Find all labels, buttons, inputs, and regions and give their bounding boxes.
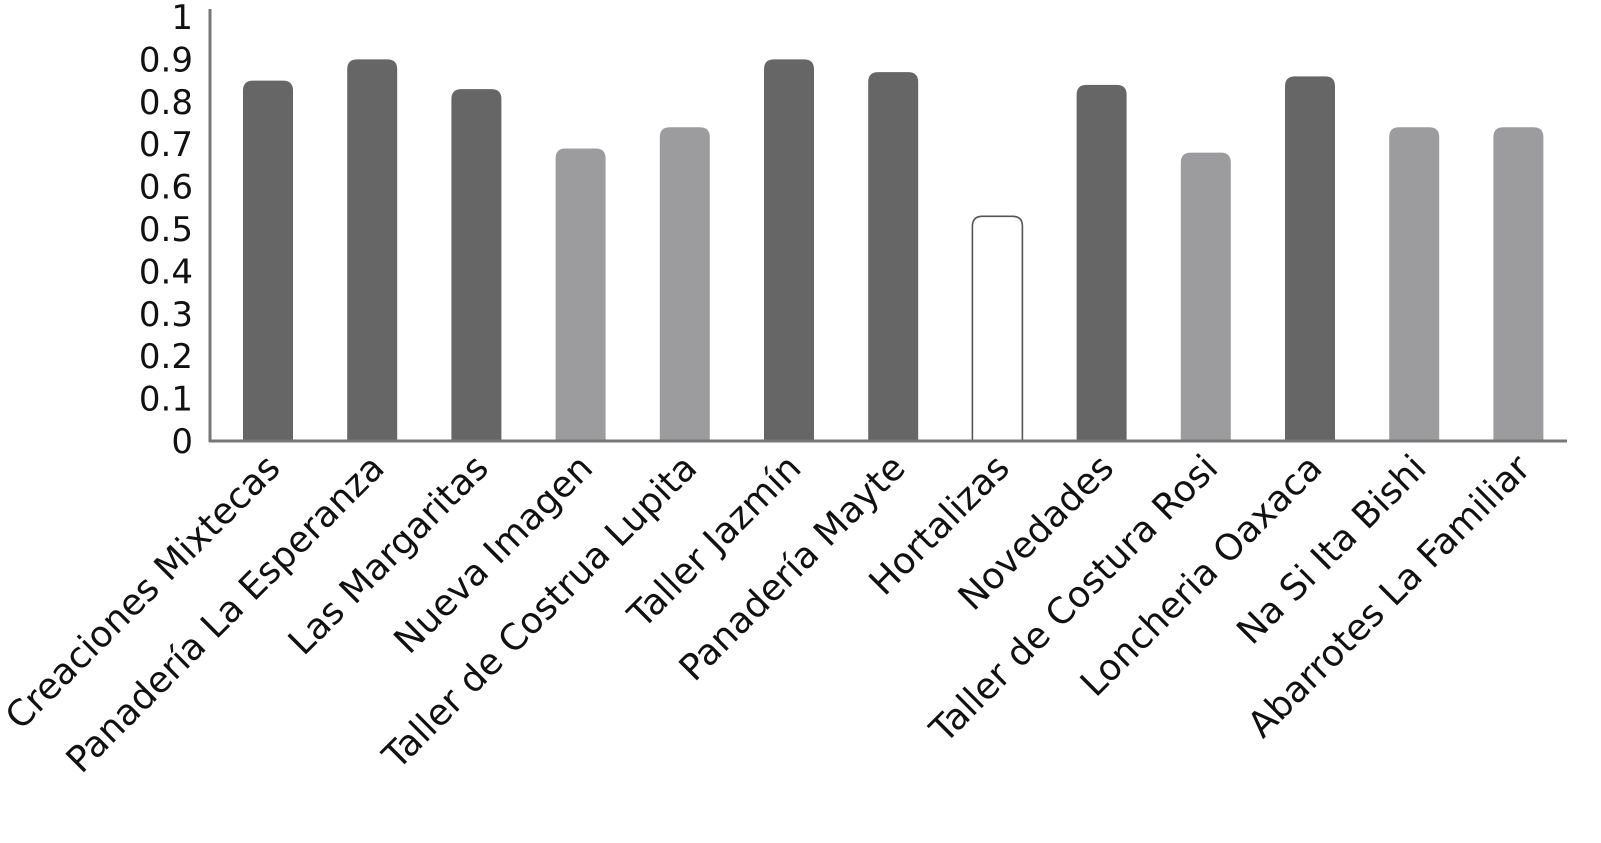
bar bbox=[1389, 127, 1440, 442]
bar bbox=[1076, 84, 1127, 441]
bar bbox=[347, 59, 398, 442]
bar bbox=[555, 148, 606, 441]
y-tick-label: 0.7 bbox=[139, 125, 193, 165]
y-tick-label: 1 bbox=[171, 0, 193, 38]
y-tick-label: 0.1 bbox=[139, 380, 193, 420]
bars bbox=[243, 59, 1544, 442]
bar bbox=[868, 72, 919, 442]
bar bbox=[1180, 152, 1231, 441]
bar bbox=[243, 80, 293, 441]
bar bbox=[659, 127, 710, 442]
y-tick-label: 0.6 bbox=[139, 168, 193, 208]
y-tick-label: 0.4 bbox=[139, 252, 193, 292]
bar bbox=[971, 215, 1024, 442]
y-tick-label: 0.2 bbox=[139, 337, 193, 377]
bar bbox=[1285, 76, 1335, 442]
y-tick-label: 0.8 bbox=[139, 83, 193, 123]
y-tick-label: 0.5 bbox=[139, 210, 193, 250]
y-tick-label: 0.9 bbox=[139, 40, 193, 80]
bar bbox=[1493, 127, 1544, 442]
axes bbox=[208, 9, 1567, 443]
y-tick-label: 0.3 bbox=[139, 295, 193, 335]
bar bbox=[764, 59, 814, 442]
bar bbox=[451, 89, 502, 441]
y-axis-ticks: 00.10.20.30.40.50.60.70.80.91 bbox=[139, 0, 193, 462]
y-tick-label: 0 bbox=[171, 422, 193, 462]
x-tick-label: Na Si Ita Bishi bbox=[1229, 447, 1434, 652]
